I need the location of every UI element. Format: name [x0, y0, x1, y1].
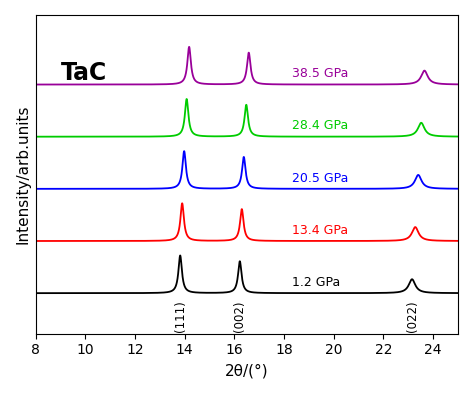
- X-axis label: 2θ/(°): 2θ/(°): [225, 363, 269, 378]
- Text: 38.5 GPa: 38.5 GPa: [291, 67, 348, 80]
- Text: TaC: TaC: [61, 61, 106, 85]
- Text: (022): (022): [405, 301, 419, 332]
- Text: 13.4 GPa: 13.4 GPa: [291, 224, 348, 237]
- Text: (002): (002): [233, 301, 246, 332]
- Text: 1.2 GPa: 1.2 GPa: [291, 276, 340, 289]
- Text: 20.5 GPa: 20.5 GPa: [291, 171, 348, 184]
- Y-axis label: Intensity/arb.units: Intensity/arb.units: [15, 105, 30, 244]
- Text: (111): (111): [174, 301, 187, 332]
- Text: 28.4 GPa: 28.4 GPa: [291, 119, 348, 132]
